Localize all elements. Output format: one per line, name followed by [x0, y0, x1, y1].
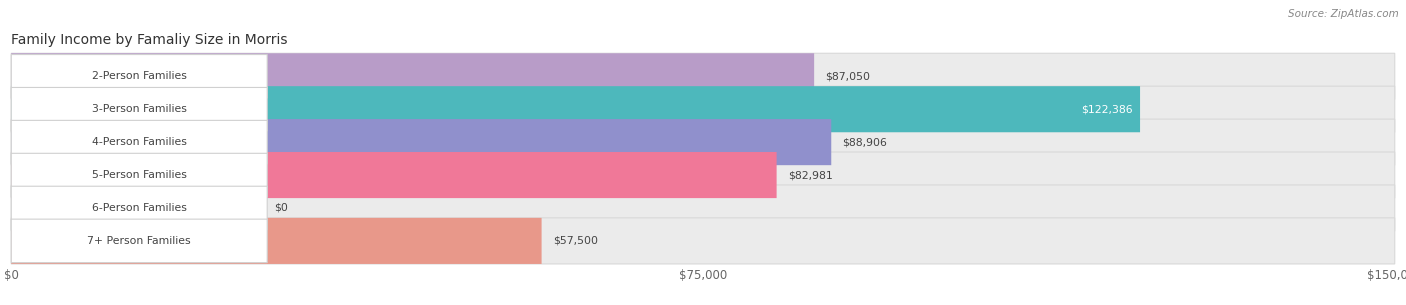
FancyBboxPatch shape	[11, 153, 267, 197]
Text: $57,500: $57,500	[553, 236, 598, 246]
Text: $82,981: $82,981	[787, 170, 832, 180]
FancyBboxPatch shape	[11, 53, 814, 99]
Text: 3-Person Families: 3-Person Families	[91, 104, 187, 114]
FancyBboxPatch shape	[11, 186, 267, 230]
FancyBboxPatch shape	[11, 119, 1395, 165]
Text: 2-Person Families: 2-Person Families	[91, 71, 187, 81]
FancyBboxPatch shape	[11, 119, 831, 165]
Text: 5-Person Families: 5-Person Families	[91, 170, 187, 180]
Text: Source: ZipAtlas.com: Source: ZipAtlas.com	[1288, 9, 1399, 19]
Text: $122,386: $122,386	[1081, 104, 1133, 114]
FancyBboxPatch shape	[11, 86, 1140, 132]
Text: $87,050: $87,050	[825, 71, 870, 81]
FancyBboxPatch shape	[11, 53, 1395, 99]
FancyBboxPatch shape	[11, 218, 1395, 264]
Text: 7+ Person Families: 7+ Person Families	[87, 236, 191, 246]
FancyBboxPatch shape	[11, 219, 267, 263]
FancyBboxPatch shape	[11, 152, 1395, 198]
Text: $0: $0	[274, 203, 288, 213]
Text: Family Income by Famaliy Size in Morris: Family Income by Famaliy Size in Morris	[11, 33, 288, 47]
FancyBboxPatch shape	[11, 86, 1395, 132]
Text: $88,906: $88,906	[842, 137, 887, 147]
FancyBboxPatch shape	[11, 218, 541, 264]
FancyBboxPatch shape	[11, 152, 776, 198]
FancyBboxPatch shape	[11, 88, 267, 131]
Text: 6-Person Families: 6-Person Families	[91, 203, 187, 213]
Text: 4-Person Families: 4-Person Families	[91, 137, 187, 147]
FancyBboxPatch shape	[11, 120, 267, 164]
FancyBboxPatch shape	[11, 55, 267, 98]
FancyBboxPatch shape	[11, 185, 1395, 231]
